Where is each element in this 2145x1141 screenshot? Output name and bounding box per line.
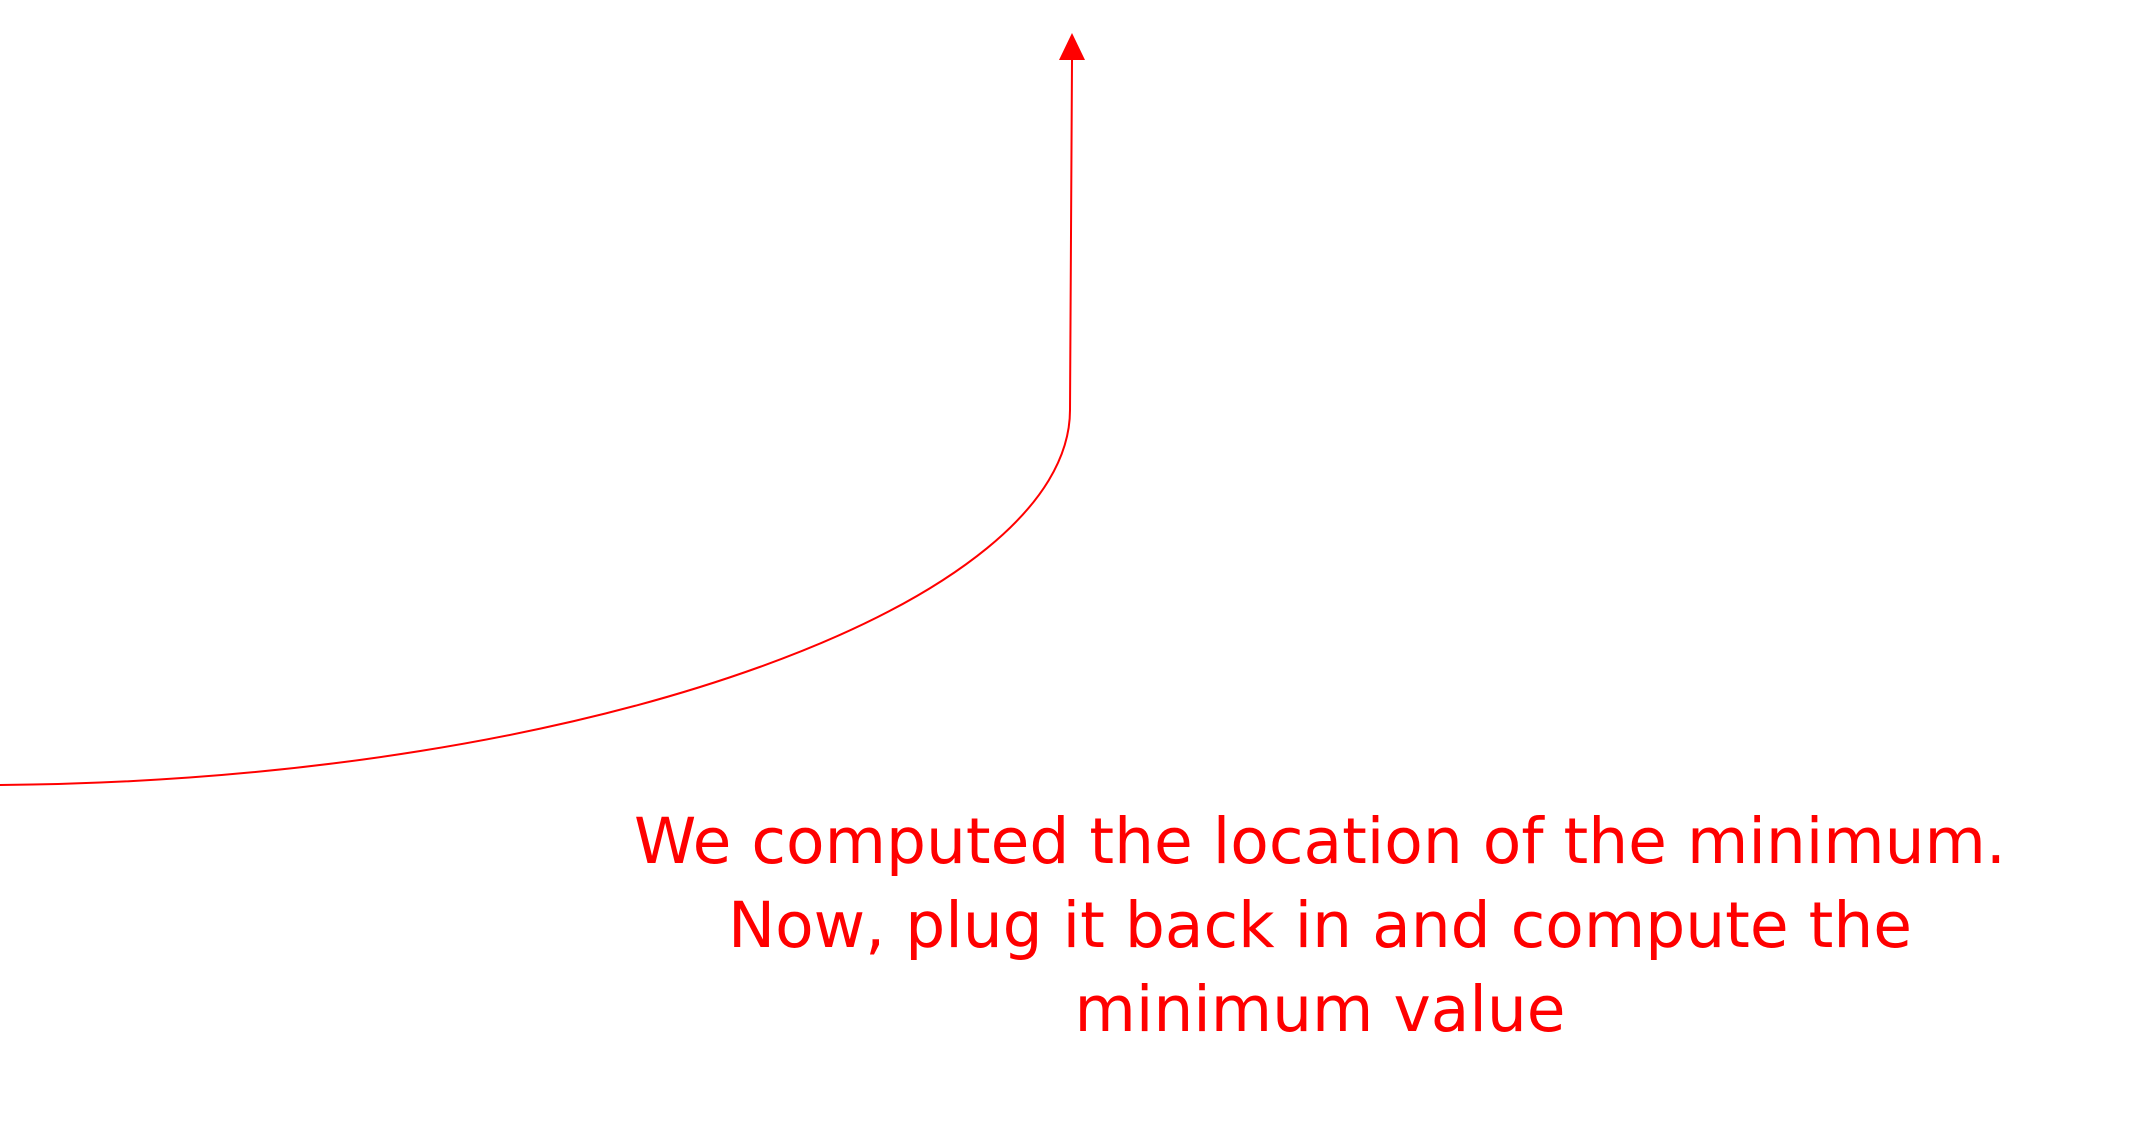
arrow-up-icon [1059, 33, 1085, 60]
curved-arrow-line [0, 59, 1073, 786]
annotation-line-2: Now, plug it back in and compute the [727, 889, 1913, 962]
annotation-text: We computed the location of the minimum.… [560, 800, 2080, 1052]
annotation-line-3: minimum value [1074, 973, 1566, 1046]
annotation-line-1: We computed the location of the minimum. [634, 805, 2006, 878]
